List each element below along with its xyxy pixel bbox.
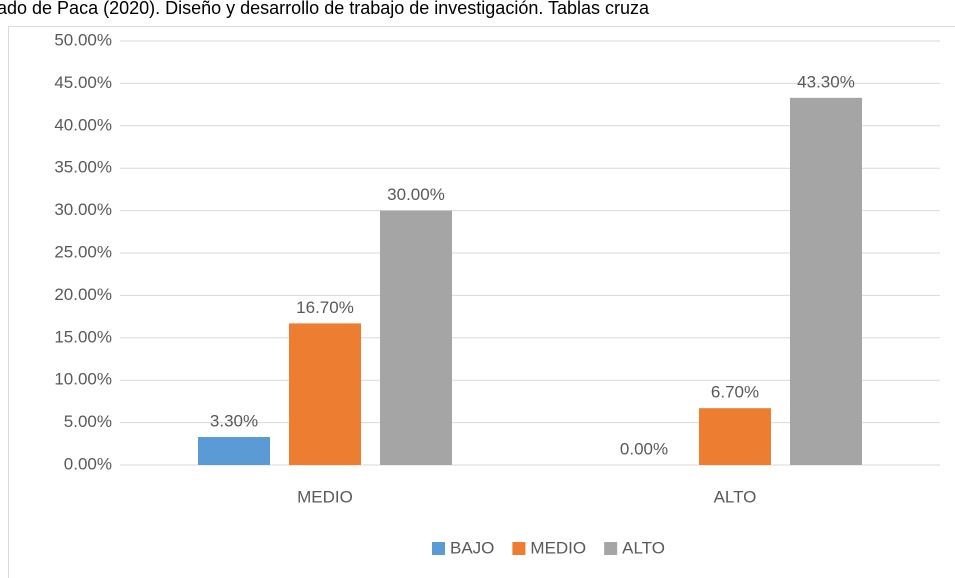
- y-tick-label: 10.00%: [54, 370, 112, 389]
- bar: [198, 437, 270, 465]
- y-tick-label: 45.00%: [54, 73, 112, 92]
- y-tick-label: 0.00%: [64, 454, 112, 473]
- y-tick-label: 15.00%: [54, 327, 112, 346]
- y-tick-label: 35.00%: [54, 158, 112, 177]
- bar: [289, 323, 361, 465]
- value-label: 3.30%: [210, 412, 258, 431]
- y-tick-label: 50.00%: [54, 30, 112, 49]
- x-tick-label: MEDIO: [297, 487, 353, 506]
- bar: [790, 97, 862, 465]
- value-label: 0.00%: [620, 439, 668, 458]
- legend-label: MEDIO: [530, 538, 586, 557]
- x-tick-label: ALTO: [714, 487, 757, 506]
- bar: [380, 210, 452, 465]
- y-tick-label: 40.00%: [54, 115, 112, 134]
- legend-swatch: [604, 542, 618, 555]
- chart-frame: [8, 26, 955, 578]
- value-label: 30.00%: [387, 185, 445, 204]
- legend-label: BAJO: [450, 538, 494, 557]
- legend-swatch: [512, 542, 526, 555]
- legend-label: ALTO: [622, 538, 665, 557]
- y-tick-label: 30.00%: [54, 200, 112, 219]
- value-label: 43.30%: [797, 72, 855, 91]
- y-tick-label: 5.00%: [64, 412, 112, 431]
- value-label: 6.70%: [711, 383, 759, 402]
- legend-swatch: [432, 542, 446, 555]
- y-tick-label: 25.00%: [54, 242, 112, 261]
- bar: [699, 408, 771, 465]
- chart-title: ado de Paca (2020). Diseño y desarrollo …: [0, 0, 650, 18]
- y-tick-label: 20.00%: [54, 285, 112, 304]
- value-label: 16.70%: [296, 298, 354, 317]
